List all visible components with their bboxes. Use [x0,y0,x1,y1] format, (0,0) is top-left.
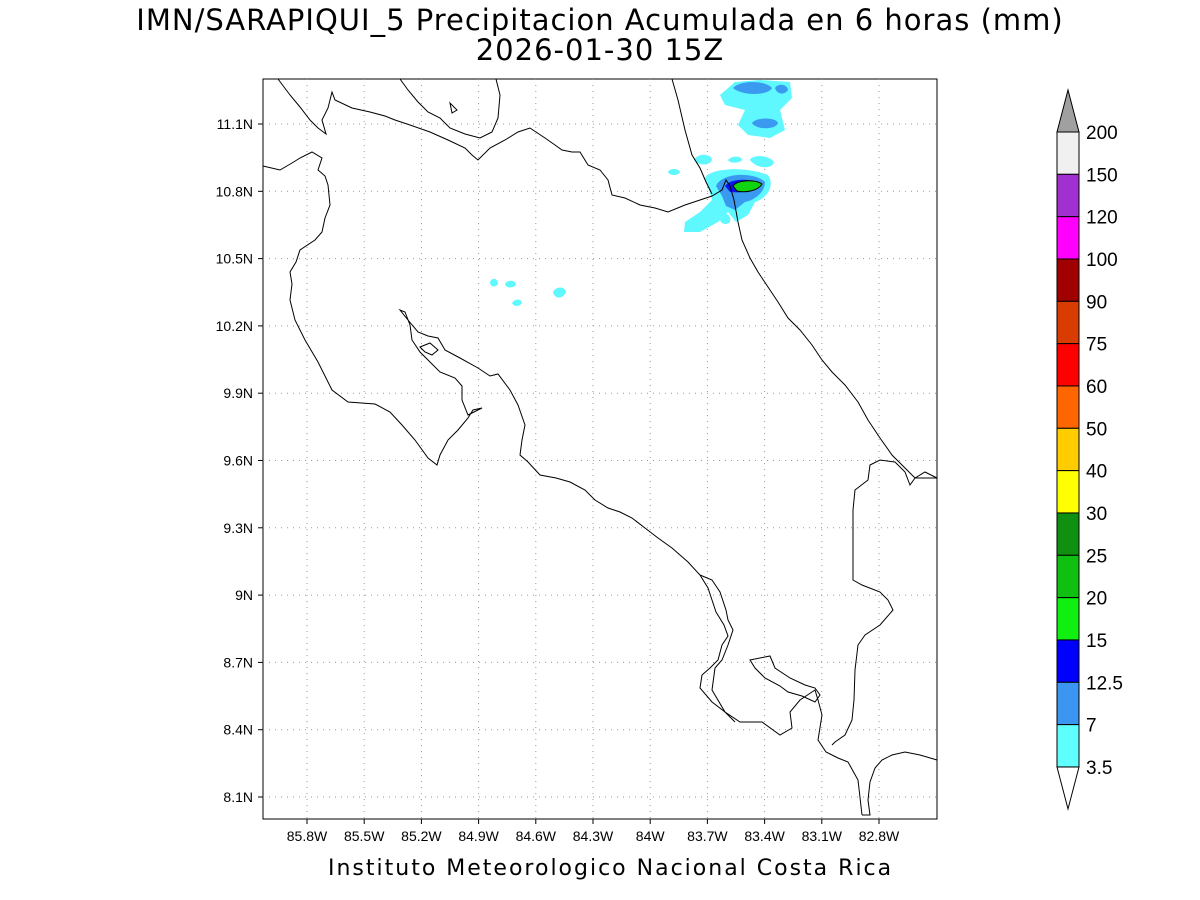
colorbar-swatch [1056,173,1080,218]
lat-tick-label: 8.7N [223,654,253,670]
colorbar-level-label: 40 [1086,462,1107,483]
lon-tick-label: 85.8W [287,828,328,844]
colorbar-swatch [1056,470,1080,514]
lat-tick-label: 8.4N [223,722,253,738]
lat-tick-label: 8.1N [223,789,253,805]
lon-tick-label: 85.2W [401,828,442,844]
colorbar-level-label: 25 [1086,546,1107,567]
map-frame [262,78,938,820]
colorbar-swatch [1056,724,1080,768]
colorbar-swatch [1056,681,1080,726]
latitude-labels: 11.1N 10.8N 10.5N 10.2N 9.9N 9.6N 9.3N 9N 8.7N 8.… [216,116,263,805]
lon-tick-label: 84.6W [516,828,557,844]
colorbar-swatch [1056,258,1080,302]
lon-tick-label: 83.1W [802,828,843,844]
colorbar-level-label: 20 [1086,589,1107,610]
colorbar-level-label: 75 [1086,335,1107,356]
colorbar-swatch [1056,554,1080,599]
colorbar-level-label: 100 [1086,250,1118,271]
colorbar-level-label: 90 [1086,292,1107,313]
colorbar-level-label: 150 [1086,165,1118,186]
colorbar-level-label: 3.5 [1086,758,1112,779]
lon-tick-label: 83.7W [687,828,728,844]
lat-tick-label: 11.1N [217,116,253,132]
colorbar-swatch [1056,216,1080,260]
lat-tick-label: 10.8N [216,183,253,199]
longitude-labels: 85.8W 85.5W 85.2W 84.9W 84.6W 84.3W 84W 83.7W 83… [287,819,900,844]
colorbar-swatch [1056,427,1080,472]
colorbar-level-label: 12.5 [1086,673,1123,694]
footer-credit: Instituto Meteorologico Nacional Costa R… [328,856,894,881]
map-title: IMN/SARAPIQUI_5 Precipitacion Acumulada … [136,3,1064,37]
colorbar-swatch [1056,639,1080,683]
colorbar-swatch [1056,385,1080,429]
lat-tick-label: 9.6N [223,453,253,469]
map-subtitle-datetime: 2026-01-30 15Z [475,33,725,67]
lat-tick-label: 9.3N [223,520,253,536]
colorbar-swatch [1056,597,1080,641]
colorbar-swatch [1056,131,1080,175]
lat-tick-label: 9.9N [223,385,253,401]
colorbar-level-label: 30 [1086,504,1107,525]
colorbar-level-label: 60 [1086,377,1107,398]
colorbar-level-label: 50 [1086,419,1107,440]
lon-tick-label: 84.9W [458,828,499,844]
coastlines-borders [262,78,938,816]
colorbar-swatch [1056,512,1080,556]
precip-20mm [732,180,763,193]
lon-tick-label: 85.5W [344,828,385,844]
lat-tick-label: 9N [235,587,253,603]
colorbar-under-triangle [1056,766,1080,811]
lon-tick-label: 83.4W [744,828,785,844]
colorbar-level-label: 200 [1086,123,1118,144]
map-grid [263,79,937,819]
colorbar-over-triangle [1056,88,1080,133]
colorbar-level-label: 15 [1086,631,1107,652]
colorbar-swatch [1056,300,1080,345]
lon-tick-label: 84W [636,828,666,844]
lon-tick-label: 84.3W [573,828,614,844]
colorbar-swatch [1056,343,1080,387]
colorbar-level-label: 7 [1086,716,1097,737]
lat-tick-label: 10.5N [216,251,253,267]
lat-tick-label: 10.2N [216,318,253,334]
lon-tick-label: 82.8W [859,828,900,844]
precipitation-colorbar: 200 150 120 100 90 75 60 50 40 30 25 20 15 12.5 7 3.5 [1056,88,1123,811]
colorbar-level-label: 120 [1086,208,1118,229]
